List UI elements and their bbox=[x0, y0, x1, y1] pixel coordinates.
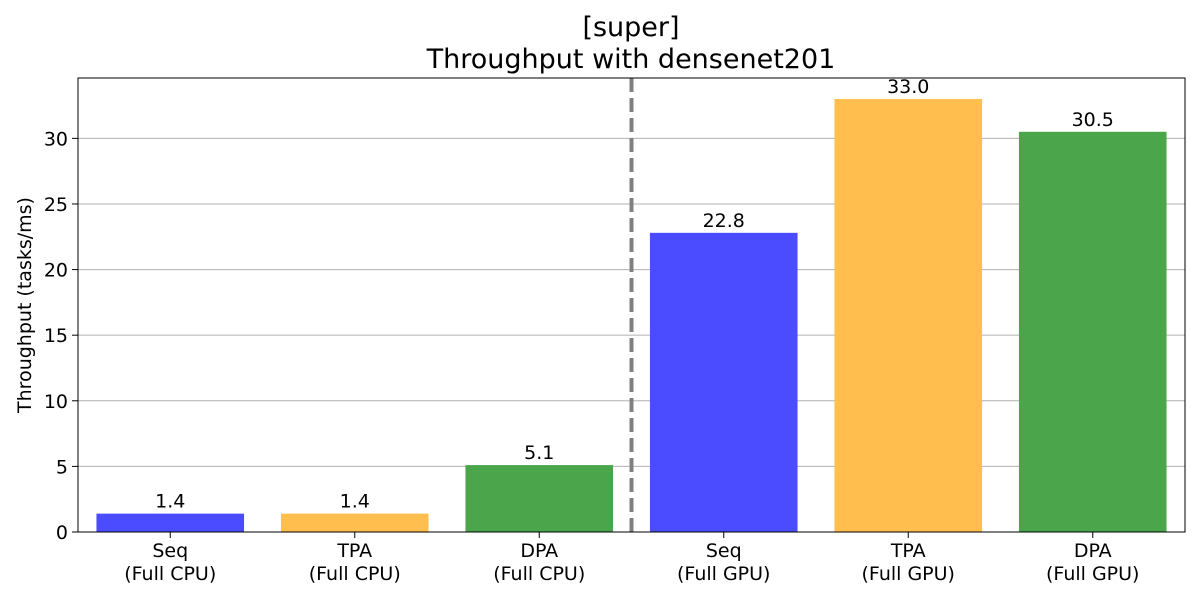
axes-frame bbox=[77, 77, 1186, 533]
x-tick-label-line1: TPA bbox=[336, 540, 372, 562]
bars bbox=[96, 78, 1167, 533]
x-tick-label-line2: (Full GPU) bbox=[862, 563, 955, 585]
x-tick-label-line1: DPA bbox=[520, 540, 558, 562]
y-tick-label: 5 bbox=[56, 456, 68, 478]
bar-value-label: 1.4 bbox=[155, 491, 185, 513]
bar bbox=[280, 513, 429, 532]
x-tick-label-line1: TPA bbox=[890, 540, 926, 562]
bar-value-label: 33.0 bbox=[887, 76, 929, 98]
bar-value-label: 22.8 bbox=[703, 210, 745, 232]
bar bbox=[649, 232, 798, 532]
y-tick-label: 30 bbox=[44, 128, 68, 150]
bar-value-label: 1.4 bbox=[340, 491, 370, 513]
x-tick-label-line1: Seq bbox=[706, 540, 742, 562]
plot-frame bbox=[77, 77, 1186, 533]
bar bbox=[1018, 131, 1167, 533]
y-tick-label: 10 bbox=[44, 391, 68, 413]
y-ticks: 0 5 10 15 20 25 30 bbox=[44, 128, 78, 544]
y-tick-label: 0 bbox=[56, 522, 68, 544]
x-tick-label-line2: (Full CPU) bbox=[309, 563, 401, 585]
x-tick-label-line2: (Full CPU) bbox=[124, 563, 216, 585]
x-ticks: Seq(Full CPU)TPA(Full CPU)DPA(Full CPU)S… bbox=[124, 532, 1139, 585]
data-labels: 1.4 1.4 5.1 22.8 33.0 30.5 bbox=[155, 76, 1114, 513]
y-axis-label: Throughput (tasks/ms) bbox=[14, 197, 36, 414]
bar bbox=[96, 513, 245, 532]
bar bbox=[834, 98, 983, 533]
chart-title-line2: Throughput with densenet201 bbox=[426, 44, 836, 75]
bar-value-label: 30.5 bbox=[1072, 109, 1114, 131]
y-tick-label: 25 bbox=[44, 194, 68, 216]
chart-title-line1: [super] bbox=[582, 12, 679, 43]
bar-value-label: 5.1 bbox=[524, 442, 554, 464]
x-tick-label-line2: (Full GPU) bbox=[677, 563, 770, 585]
x-tick-label-line1: Seq bbox=[152, 540, 188, 562]
y-tick-label: 20 bbox=[44, 260, 68, 282]
x-tick-label-line2: (Full GPU) bbox=[1046, 563, 1139, 585]
bar bbox=[465, 465, 614, 532]
y-tick-label: 15 bbox=[44, 325, 68, 347]
x-tick-label-line1: DPA bbox=[1074, 540, 1112, 562]
x-tick-label-line2: (Full CPU) bbox=[493, 563, 585, 585]
